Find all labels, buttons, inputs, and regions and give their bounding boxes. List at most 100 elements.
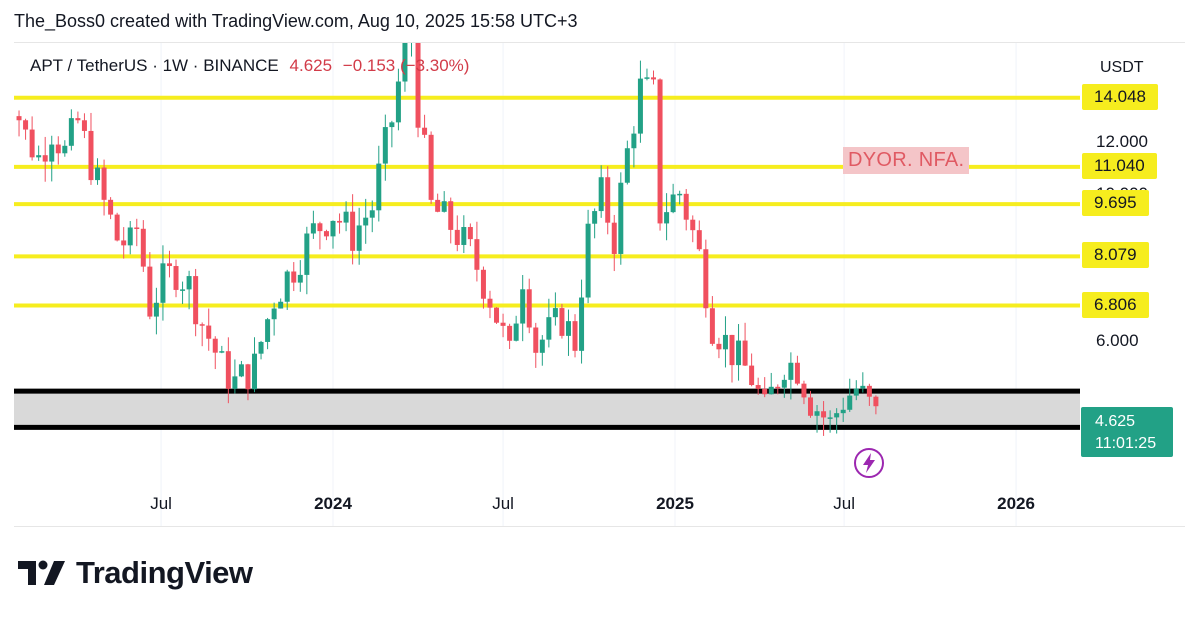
candle-body[interactable] bbox=[579, 297, 585, 351]
candle-body[interactable] bbox=[265, 319, 271, 342]
candle-body[interactable] bbox=[716, 343, 722, 350]
candle-body[interactable] bbox=[729, 334, 735, 366]
candle-body[interactable] bbox=[461, 227, 467, 245]
candle-body[interactable] bbox=[323, 231, 329, 237]
candle-body[interactable] bbox=[75, 118, 81, 121]
candle-body[interactable] bbox=[677, 193, 683, 196]
candle-body[interactable] bbox=[42, 155, 48, 162]
candle-body[interactable] bbox=[310, 223, 316, 234]
candle-body[interactable] bbox=[441, 201, 447, 212]
candle-body[interactable] bbox=[428, 134, 434, 200]
candle-body[interactable] bbox=[866, 385, 872, 397]
candle-body[interactable] bbox=[775, 386, 781, 389]
candle-body[interactable] bbox=[245, 364, 251, 390]
candle-body[interactable] bbox=[36, 155, 42, 158]
candle-body[interactable] bbox=[95, 167, 101, 181]
candle-body[interactable] bbox=[173, 266, 179, 290]
candle-body[interactable] bbox=[611, 222, 617, 254]
candle-body[interactable] bbox=[415, 43, 421, 128]
candle-body[interactable] bbox=[742, 340, 748, 366]
candle-body[interactable] bbox=[657, 79, 663, 224]
candle-body[interactable] bbox=[278, 301, 284, 309]
candle-body[interactable] bbox=[101, 167, 107, 200]
candle-body[interactable] bbox=[160, 263, 166, 303]
candle-body[interactable] bbox=[55, 144, 61, 154]
candle-body[interactable] bbox=[840, 409, 846, 414]
candle-body[interactable] bbox=[206, 325, 212, 339]
candle-body[interactable] bbox=[271, 308, 277, 320]
candle-body[interactable] bbox=[389, 122, 395, 128]
tradingview-logo[interactable]: TradingView bbox=[18, 555, 253, 591]
candle-body[interactable] bbox=[860, 385, 866, 389]
candle-body[interactable] bbox=[709, 308, 715, 344]
candle-body[interactable] bbox=[140, 228, 146, 267]
candle-body[interactable] bbox=[807, 397, 813, 416]
candle-body[interactable] bbox=[16, 116, 22, 121]
candle-body[interactable] bbox=[631, 133, 637, 149]
candle-body[interactable] bbox=[853, 388, 859, 396]
currency-label[interactable]: USDT bbox=[1100, 59, 1144, 76]
candle-body[interactable] bbox=[225, 351, 231, 389]
candle-body[interactable] bbox=[513, 323, 519, 341]
candle-body[interactable] bbox=[454, 229, 460, 245]
candle-body[interactable] bbox=[736, 340, 742, 366]
candle-body[interactable] bbox=[644, 77, 650, 79]
candle-body[interactable] bbox=[585, 223, 591, 298]
candle-body[interactable] bbox=[683, 193, 689, 220]
candle-body[interactable] bbox=[395, 81, 401, 123]
candle-body[interactable] bbox=[801, 383, 807, 398]
candle-body[interactable] bbox=[147, 266, 153, 317]
candle-body[interactable] bbox=[847, 395, 853, 410]
candle-body[interactable] bbox=[88, 130, 94, 181]
candle-body[interactable] bbox=[356, 225, 362, 251]
candle-body[interactable] bbox=[873, 396, 879, 407]
candle-body[interactable] bbox=[258, 341, 264, 354]
candle-body[interactable] bbox=[546, 317, 552, 340]
price-chart[interactable] bbox=[14, 43, 1185, 526]
candle-body[interactable] bbox=[474, 239, 480, 270]
candle-body[interactable] bbox=[337, 220, 343, 223]
candle-body[interactable] bbox=[768, 386, 774, 395]
candle-body[interactable] bbox=[487, 298, 493, 308]
candle-body[interactable] bbox=[232, 376, 238, 389]
candle-body[interactable] bbox=[68, 118, 74, 146]
candle-body[interactable] bbox=[637, 78, 643, 134]
candle-body[interactable] bbox=[762, 388, 768, 395]
candle-body[interactable] bbox=[29, 129, 35, 158]
candle-body[interactable] bbox=[317, 223, 323, 232]
candle-body[interactable] bbox=[166, 263, 172, 267]
candle-body[interactable] bbox=[291, 271, 297, 283]
candle-body[interactable] bbox=[598, 177, 604, 212]
candle-body[interactable] bbox=[572, 321, 578, 351]
candle-body[interactable] bbox=[618, 182, 624, 254]
candle-body[interactable] bbox=[121, 240, 127, 246]
candle-body[interactable] bbox=[552, 308, 558, 318]
candle-body[interactable] bbox=[304, 233, 310, 275]
candle-body[interactable] bbox=[219, 351, 225, 353]
candle-body[interactable] bbox=[703, 249, 709, 309]
candle-body[interactable] bbox=[467, 227, 473, 240]
candle-body[interactable] bbox=[559, 308, 565, 336]
candle-body[interactable] bbox=[382, 127, 388, 164]
candle-body[interactable] bbox=[749, 365, 755, 386]
candle-body[interactable] bbox=[834, 413, 840, 418]
candle-body[interactable] bbox=[376, 163, 382, 211]
candle-body[interactable] bbox=[651, 77, 657, 80]
candle-body[interactable] bbox=[284, 271, 290, 302]
candle-body[interactable] bbox=[624, 148, 630, 183]
candle-body[interactable] bbox=[827, 417, 833, 419]
candle-body[interactable] bbox=[781, 379, 787, 388]
candle-body[interactable] bbox=[507, 325, 513, 341]
candle-body[interactable] bbox=[794, 362, 800, 384]
candle-body[interactable] bbox=[788, 362, 794, 380]
candle-body[interactable] bbox=[664, 212, 670, 224]
candle-body[interactable] bbox=[565, 321, 571, 336]
candle-body[interactable] bbox=[480, 269, 486, 299]
candle-body[interactable] bbox=[500, 322, 506, 326]
candle-body[interactable] bbox=[153, 302, 159, 317]
candle-body[interactable] bbox=[350, 211, 356, 251]
symbol-pair[interactable]: APT / TetherUS · 1W · BINANCE bbox=[30, 56, 279, 75]
candle-body[interactable] bbox=[814, 411, 820, 416]
candle-body[interactable] bbox=[670, 194, 676, 213]
candle-body[interactable] bbox=[690, 219, 696, 231]
